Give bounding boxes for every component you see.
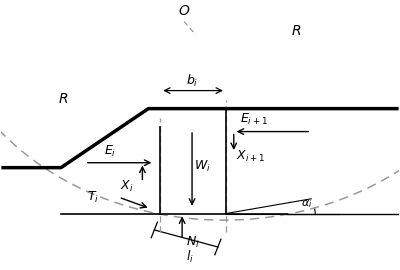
Text: $X_i$: $X_i$ [120, 179, 133, 194]
Text: $R$: $R$ [58, 92, 68, 106]
Text: $O$: $O$ [178, 4, 190, 18]
Text: $N_i$: $N_i$ [186, 235, 200, 250]
Text: $l_i$: $l_i$ [186, 249, 194, 265]
Text: $\alpha_i$: $\alpha_i$ [301, 198, 313, 210]
Text: $E_{i+1}$: $E_{i+1}$ [240, 112, 268, 127]
Text: $R$: $R$ [291, 24, 302, 38]
Text: $E_i$: $E_i$ [104, 144, 117, 160]
Text: $X_{i+1}$: $X_{i+1}$ [236, 148, 265, 164]
Text: $b_i$: $b_i$ [186, 73, 198, 89]
Text: $T_i$: $T_i$ [87, 190, 99, 205]
Text: $W_i$: $W_i$ [194, 158, 211, 174]
